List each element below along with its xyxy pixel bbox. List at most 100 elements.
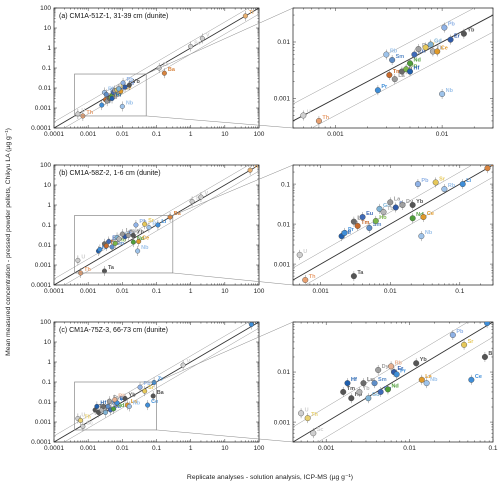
zoom-panel-2-point-Sm <box>371 380 378 387</box>
zoom-panel-1-point-Nd <box>409 215 416 222</box>
zoom-panel-2-point-label-Gd: Gd <box>372 392 380 398</box>
zoom-panel-0-point-Yb <box>460 30 467 37</box>
zoom-panel-2-point-label-Lu: Lu <box>367 377 374 383</box>
zoom-panel-2-point-label-Ho: Ho <box>355 392 363 398</box>
zoom-panel-1-point-label-Li: Li <box>466 178 471 184</box>
zoom-panel-0-ytick-label: 0.001 <box>274 96 291 103</box>
main-panel-1-point-Ba <box>167 214 173 220</box>
zoom-panel-2-one-to-one-line <box>293 322 493 442</box>
main-panel-2-point-label-Nd: Nd <box>117 403 124 409</box>
zoom-panel-1-point-label-Dy: Dy <box>406 199 414 205</box>
zoom-panel-2-point-Rb <box>388 363 395 370</box>
zoom-panel-1-point-label-Yb: Yb <box>416 199 424 205</box>
main-panel-2-point-Dy <box>106 398 112 404</box>
zoom-panel-0-point-label-Tb: Tb <box>436 45 443 51</box>
main-panel-1-ytick-label: 100 <box>40 162 51 169</box>
main-panel-2-point-Ba <box>150 393 156 399</box>
zoom-panel-1-ytick-label: 0.1 <box>281 181 290 188</box>
main-panel-0-point-V <box>199 35 205 41</box>
zoom-connector-0 <box>146 115 294 129</box>
main-panel-2-xtick-label: 100 <box>254 445 265 452</box>
zoom-panel-1-point-label-Rb: Rb <box>448 183 456 189</box>
main-panel-2-ticks <box>53 321 260 443</box>
zoom-panel-1: 0.0010.010.10.0010.010.1UThTaHfPrLuTmSmH… <box>274 164 494 295</box>
zoom-panel-2-xtick-label: 0.1 <box>488 445 497 452</box>
main-panel-0-ytick-label: 10 <box>44 25 52 32</box>
zoom-panel-1-one-to-one-line <box>293 165 493 281</box>
main-panel-1-point-Dy <box>125 232 131 238</box>
inset-box-2 <box>74 381 157 431</box>
zoom-panel-0-point-Sm <box>389 57 396 64</box>
main-panel-2-point-Sc <box>80 423 86 429</box>
zoom-panel-2-point-label-Pb: Pb <box>456 329 464 335</box>
main-panel-2-point-Ce <box>145 402 151 408</box>
zoom-panel-2-point-label-Tm: Tm <box>347 386 355 392</box>
zoom-panel-2-ytick-label: 0.001 <box>274 419 291 426</box>
zoom-panel-2-point-label-Th: Th <box>311 412 318 418</box>
main-panel-2-ytick-label: 0.001 <box>35 419 52 426</box>
zoom-panel-1-data: UThTaHfPrLuTmSmHoEuGdTbErDyYbNdCeLaNbPbS… <box>293 165 493 285</box>
main-panel-2-point-label-Nb: Nb <box>133 400 141 406</box>
main-panel-0-point-label-Hf: Hf <box>116 92 122 98</box>
zoom-panel-1-point-Ta <box>350 273 357 280</box>
zoom-panel-1-ytick-label: 0.001 <box>274 261 291 268</box>
zoom-panel-1-point-label-Ta: Ta <box>357 270 364 276</box>
zoom-panel-1-point-Er <box>392 204 399 211</box>
main-panel-1-point-Ta <box>101 268 107 274</box>
zoom-panel-0-point-label-U: U <box>307 109 311 115</box>
main-panel-0-xtick-label: 1 <box>189 131 193 138</box>
main-panel-1-ytick-label: 0.1 <box>42 222 51 229</box>
zoom-panel-0-point-label-Tm: Tm <box>393 69 401 75</box>
main-panel-1-point-label-Li: Li <box>161 219 166 225</box>
main-panel-0-envelope-line <box>63 13 259 128</box>
zoom-panel-1-point-Ba <box>484 165 491 172</box>
zoom-panel-2-point-Nd <box>384 386 391 393</box>
zoom-panel-0-data: UThPrTmLaRbSmLuHoNdHfEuDySrTbCeGdPbErYbN… <box>293 8 493 128</box>
main-panel-0-point-Hf <box>109 95 115 101</box>
zoom-panel-0: 0.0010.010.0010.01UThPrTmLaRbSmLuHoNdHfE… <box>274 7 494 138</box>
main-panel-2-xtick-label: 0.0001 <box>44 445 64 452</box>
main-panel-1-point-label-Hf: Hf <box>102 245 108 251</box>
zoom-panel-1-envelope-line <box>293 165 473 269</box>
zoom-panel-0-point-Nd <box>406 60 413 67</box>
main-panel-0-point-label-Ti: Ti <box>249 10 254 16</box>
zoom-panel-1-point-La <box>387 199 394 206</box>
zoom-panel-0-point-label-Yb: Yb <box>467 28 475 34</box>
y-axis-title: Mean measured concentration - pressed po… <box>5 128 12 356</box>
main-panel-0-point-label-Ba: Ba <box>168 67 176 73</box>
main-panel-2-point-Rb <box>112 397 118 403</box>
zoom-panel-1-point-Sr <box>432 179 439 186</box>
main-panel-0-point-Er <box>122 84 128 90</box>
main-panel-1-xtick-label: 1 <box>189 288 193 295</box>
zoom-panel-2-point-Sc <box>310 430 317 437</box>
zoom-panel-0-point-Hf <box>406 68 413 75</box>
main-panel-1-ytick-label: 1 <box>47 202 51 209</box>
main-panel-0-point-Pr <box>99 102 105 108</box>
main-panel-2-xtick-label: 0.1 <box>152 445 161 452</box>
zoom-panel-1-point-label-Eu: Eu <box>366 211 373 217</box>
main-panel-2-point-Ho <box>95 409 101 415</box>
main-panel-0-xtick-label: 0.1 <box>152 131 161 138</box>
main-panel-2-point-label-Pb: Pb <box>144 381 152 387</box>
zoom-panel-1-ytick-label: 0.01 <box>277 221 290 228</box>
main-panel-0-point-label-Pb: Pb <box>127 77 135 83</box>
zoom-panel-2-point-Eu <box>377 388 384 395</box>
zoom-panel-1-point-label-Pb: Pb <box>421 178 429 184</box>
zoom-panel-2-point-Pb <box>449 331 456 338</box>
main-panel-1-point-Tb <box>116 236 122 242</box>
zoom-panel-0-point-label-Pb: Pb <box>448 22 456 28</box>
zoom-panel-2-point-label-Dy: Dy <box>382 364 390 370</box>
main-panel-2-point-Zr <box>151 379 157 385</box>
main-panel-0-point-label-Th: Th <box>86 110 93 116</box>
main-panel-2-point-label-Yb: Yb <box>129 392 137 398</box>
main-panel-2-point-label-U: U <box>81 412 85 418</box>
main-panel-2-point-label-Zr: Zr <box>158 376 164 382</box>
zoom-panel-2-point-label-Yb: Yb <box>420 357 428 363</box>
zoom-panel-0-point-label-Pr: Pr <box>381 84 388 90</box>
zoom-panel-2-point-label-Nb: Nb <box>430 377 438 383</box>
main-panel-0-point-Nb <box>119 103 125 109</box>
zoom-connector-1 <box>172 272 294 286</box>
zoom-panel-0-point-label-Th: Th <box>322 115 329 121</box>
main-panel-0-point-label-Ce: Ce <box>124 85 131 91</box>
